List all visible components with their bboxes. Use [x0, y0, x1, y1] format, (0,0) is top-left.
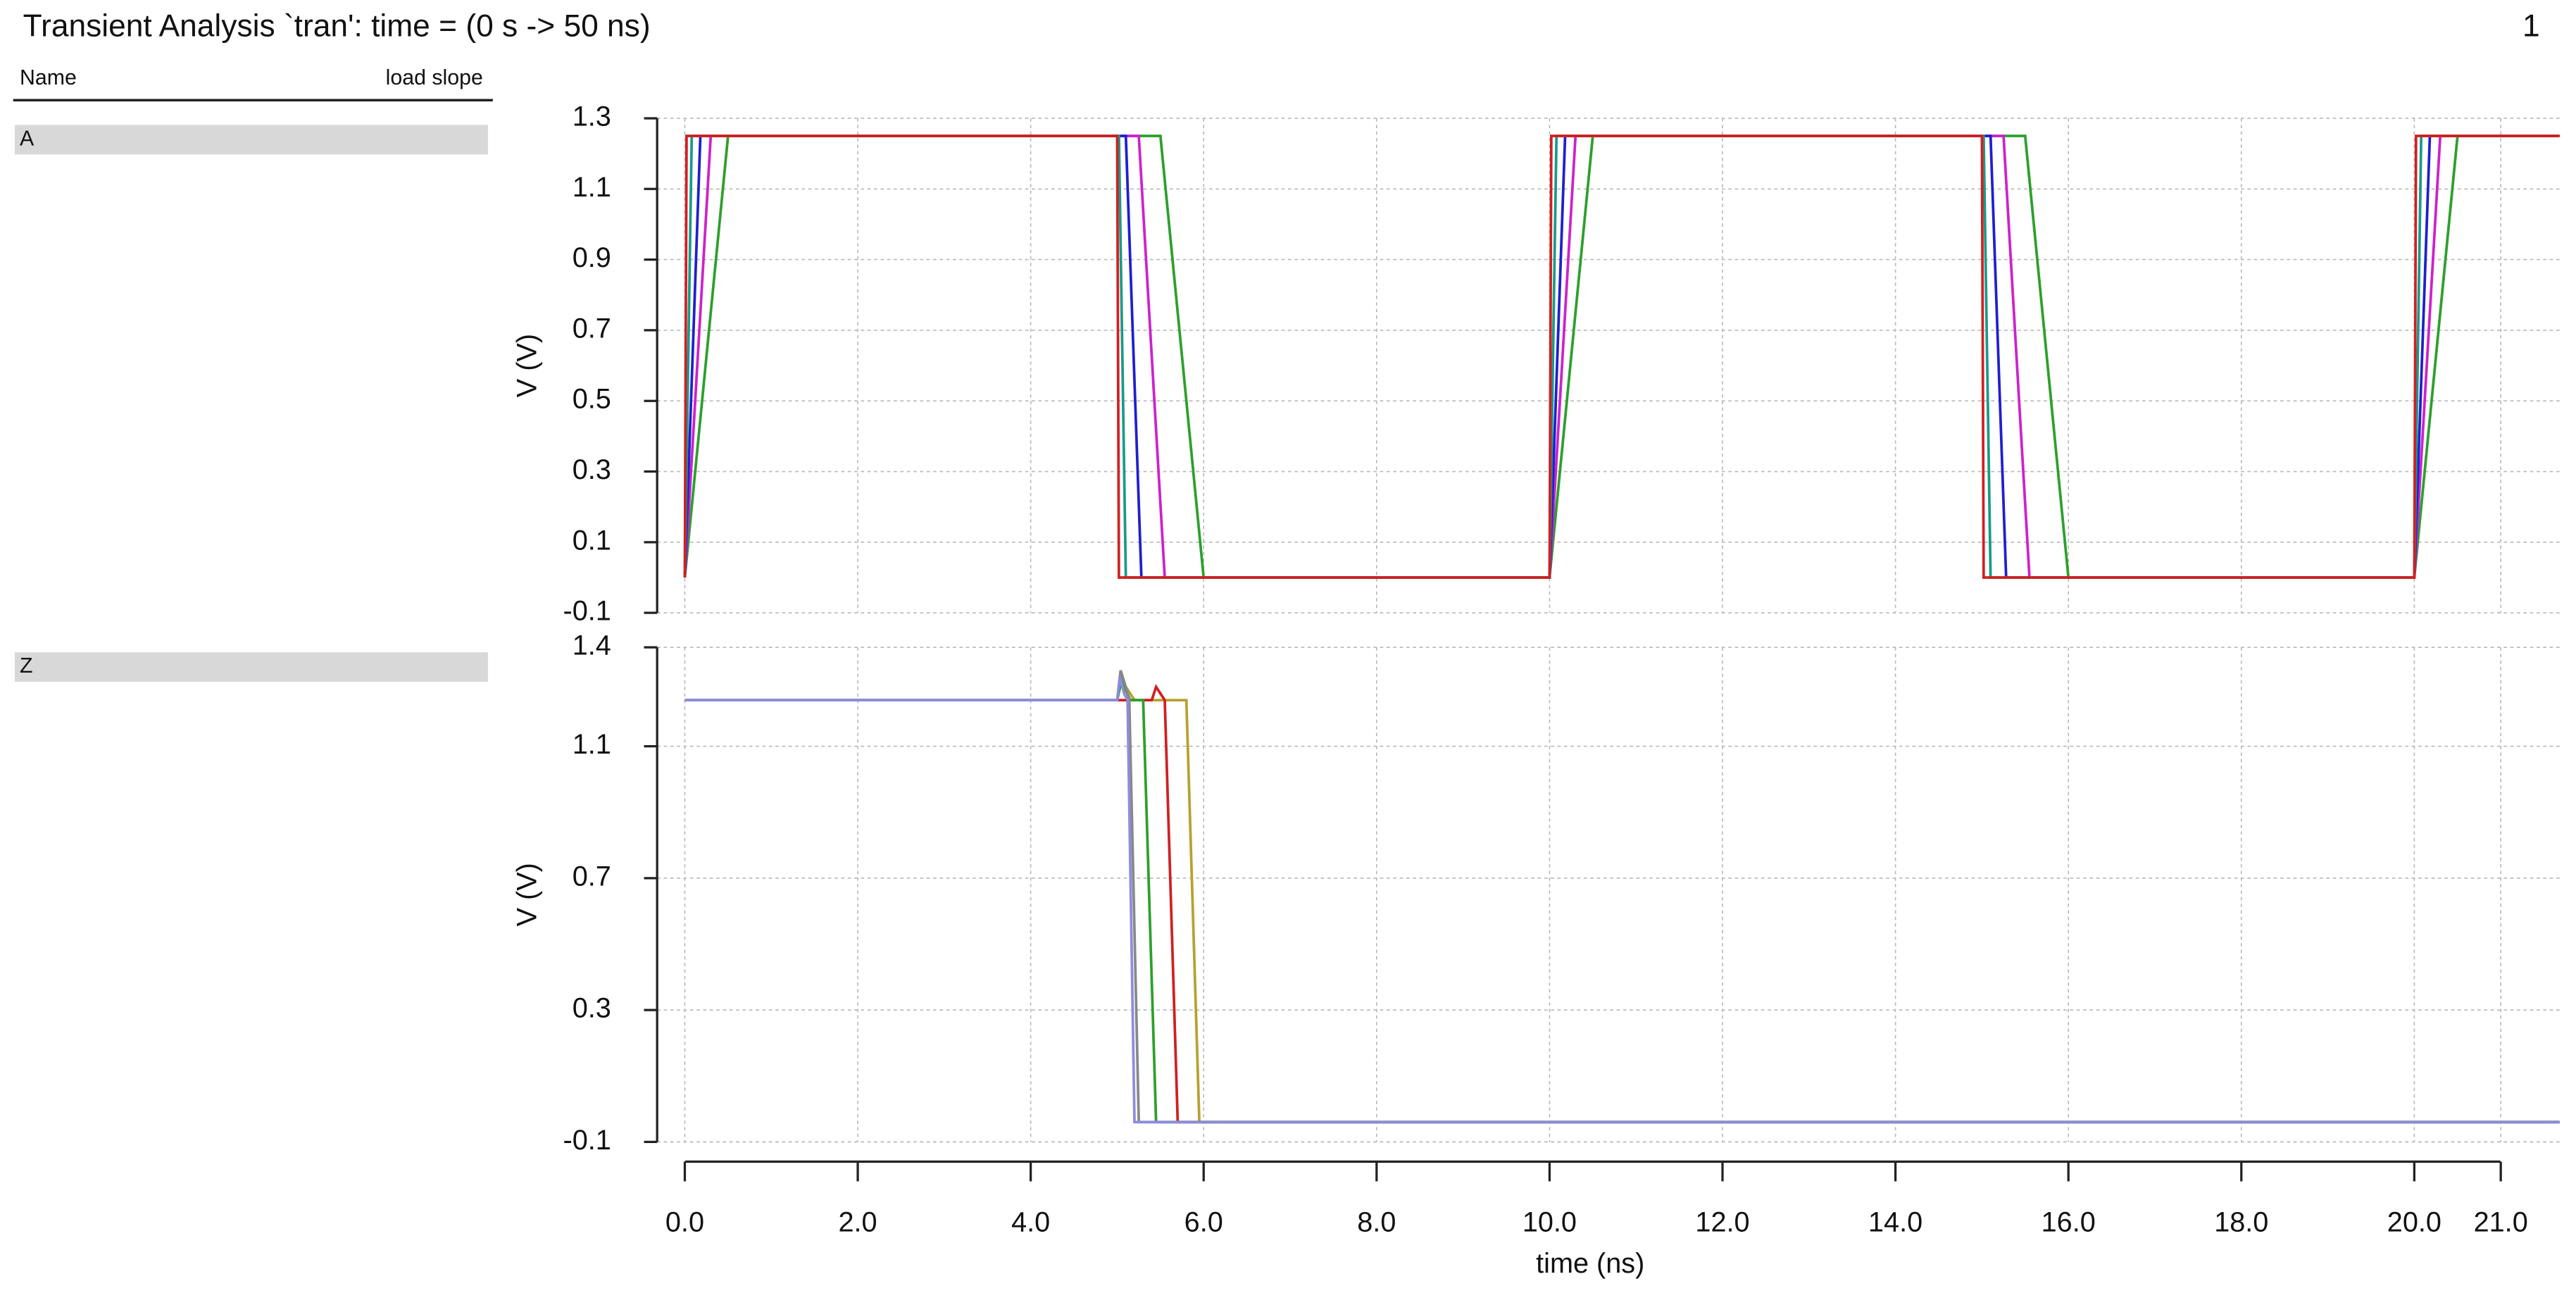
x-tick-label: 2.0 — [838, 1206, 877, 1237]
y-tick-label: 0.3 — [573, 454, 611, 485]
x-tick-label: 16.0 — [2042, 1206, 2096, 1237]
signal-row[interactable] — [14, 652, 488, 682]
x-tick-label: 18.0 — [2214, 1206, 2268, 1237]
y-tick-label: -0.1 — [563, 1125, 611, 1156]
x-axis-label: time (ns) — [1536, 1248, 1644, 1279]
waveform — [684, 676, 2560, 1124]
x-tick-label: 20.0 — [2387, 1206, 2441, 1237]
y-tick-label: -0.1 — [563, 596, 611, 627]
y-axis-label: V (V) — [512, 863, 543, 926]
column-params: load slope — [386, 66, 483, 89]
signal-row[interactable] — [14, 125, 488, 155]
y-tick-label: 1.4 — [573, 630, 611, 661]
y-tick-label: 0.7 — [573, 313, 611, 344]
waveform — [683, 135, 2560, 579]
column-name: Name — [20, 66, 77, 89]
page-number: 1 — [2522, 8, 2540, 43]
y-tick-label: 0.1 — [573, 525, 611, 556]
signal-name[interactable]: Z — [20, 654, 33, 678]
x-tick-label: 14.0 — [1868, 1206, 1922, 1237]
y-tick-label: 1.3 — [573, 101, 611, 132]
waveform — [683, 135, 2560, 579]
waveform — [684, 684, 2560, 1124]
x-tick-label: 12.0 — [1695, 1206, 1749, 1237]
y-tick-label: 1.1 — [573, 172, 611, 203]
y-tick-label: 1.1 — [573, 729, 611, 760]
x-tick-label: 10.0 — [1523, 1206, 1577, 1237]
x-tick-label: 21.0 — [2474, 1206, 2528, 1237]
y-tick-label: 0.5 — [573, 384, 611, 415]
y-axis-label: V (V) — [512, 334, 543, 397]
x-tick-label: 4.0 — [1011, 1206, 1050, 1237]
x-tick-label: 0.0 — [665, 1206, 704, 1237]
waveform — [683, 135, 2560, 579]
x-tick-label: 8.0 — [1357, 1206, 1396, 1237]
y-tick-label: 0.9 — [573, 242, 611, 273]
y-tick-label: 0.7 — [573, 861, 611, 892]
waveform — [683, 135, 2560, 579]
waveform — [684, 670, 2560, 1124]
waveform — [683, 135, 2560, 579]
y-tick-label: 0.3 — [573, 993, 611, 1024]
signal-name[interactable]: A — [20, 127, 35, 150]
x-tick-label: 6.0 — [1184, 1206, 1223, 1237]
window-title: Transient Analysis `tran': time = (0 s -… — [23, 8, 651, 43]
